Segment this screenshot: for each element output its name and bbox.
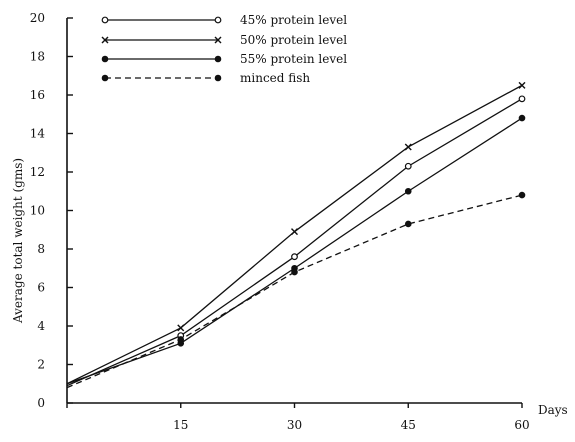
point-open-circle <box>214 16 222 24</box>
point-cross <box>291 228 298 236</box>
series-2 <box>66 81 526 385</box>
point-cross <box>214 36 222 44</box>
legend-label: 55% protein level <box>240 52 347 66</box>
series-1 <box>66 95 526 387</box>
point-cross <box>177 324 185 332</box>
point-open-circle <box>291 253 298 261</box>
point-filled-circle <box>518 114 526 122</box>
series-line <box>66 84 523 385</box>
legend-label: 50% protein level <box>240 33 347 47</box>
y-tick-label: 10 <box>30 204 45 218</box>
point-cross <box>404 143 412 151</box>
legend-item: 55% protein level <box>101 52 347 66</box>
legend-item: 45% protein level <box>101 13 347 27</box>
point-filled-circle <box>518 191 526 199</box>
series-line <box>66 194 523 389</box>
legend-item: minced fish <box>101 71 310 85</box>
series-3 <box>66 114 526 385</box>
series-line <box>66 117 523 385</box>
x-tick-label: 60 <box>514 418 529 432</box>
y-tick-label: 20 <box>30 11 45 25</box>
point-filled-circle <box>404 187 412 195</box>
legend: 45% protein level 50% protein level 55% pr… <box>101 13 347 85</box>
point-open-circle <box>518 95 526 103</box>
y-tick-label: 18 <box>30 50 45 64</box>
x-axis-title: Days <box>538 403 568 417</box>
x-tick-label: 45 <box>401 418 416 432</box>
point-filled-circle <box>291 268 298 276</box>
series-4 <box>66 191 526 389</box>
x-tick-label: 15 <box>173 418 188 432</box>
point-filled-circle <box>404 220 412 228</box>
x-axis-ticks: 15 30 45 60 <box>66 403 530 432</box>
point-open-circle <box>404 162 412 170</box>
point-filled-circle <box>101 55 109 63</box>
y-tick-label: 16 <box>30 88 45 102</box>
legend-label: minced fish <box>240 71 310 85</box>
point-open-circle <box>101 16 109 24</box>
point-filled-circle <box>101 74 109 82</box>
y-tick-label: 6 <box>37 281 45 295</box>
legend-item: 50% protein level <box>101 33 347 47</box>
y-axis-ticks: 0 2 4 6 8 10 12 14 16 18 20 <box>30 11 73 410</box>
y-axis-title: Average total weight (gms) <box>11 158 25 324</box>
y-tick-label: 4 <box>37 319 45 333</box>
point-filled-circle <box>177 336 185 343</box>
y-tick-label: 12 <box>30 165 45 179</box>
legend-label: 45% protein level <box>240 13 347 27</box>
point-cross <box>101 36 109 44</box>
x-tick-label: 30 <box>287 418 302 432</box>
y-tick-label: 14 <box>30 127 46 141</box>
point-cross <box>518 81 526 89</box>
point-filled-circle <box>214 55 222 63</box>
point-filled-circle <box>214 74 222 82</box>
y-tick-label: 2 <box>37 358 45 372</box>
y-tick-label: 0 <box>37 396 45 410</box>
series-line <box>66 98 523 387</box>
series-group <box>66 81 526 389</box>
y-tick-label: 8 <box>37 242 45 256</box>
